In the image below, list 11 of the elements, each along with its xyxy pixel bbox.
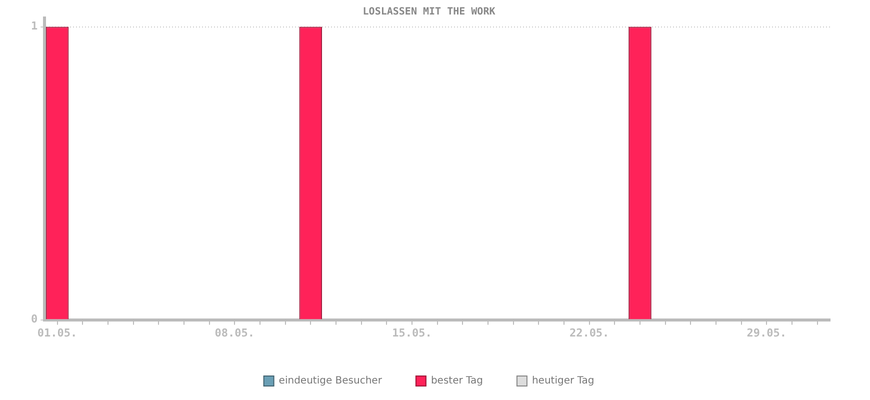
chart-title: LOSLASSEN MIT THE WORK (362, 6, 496, 18)
legend-label: bester Tag (430, 376, 483, 387)
x-tick-label: 29.05. (746, 326, 787, 340)
x-tick-label: 15.05. (392, 326, 432, 340)
x-tick-label: 08.05. (214, 326, 255, 340)
x-tick-label: 22.05. (569, 326, 610, 340)
y-tick-label: 0 (31, 312, 38, 326)
legend-label: heutiger Tag (532, 376, 594, 387)
legend-label: eindeutige Besucher (278, 376, 383, 387)
y-tick-label: 1 (31, 20, 38, 33)
x-tick-label: 01.05. (37, 326, 78, 340)
